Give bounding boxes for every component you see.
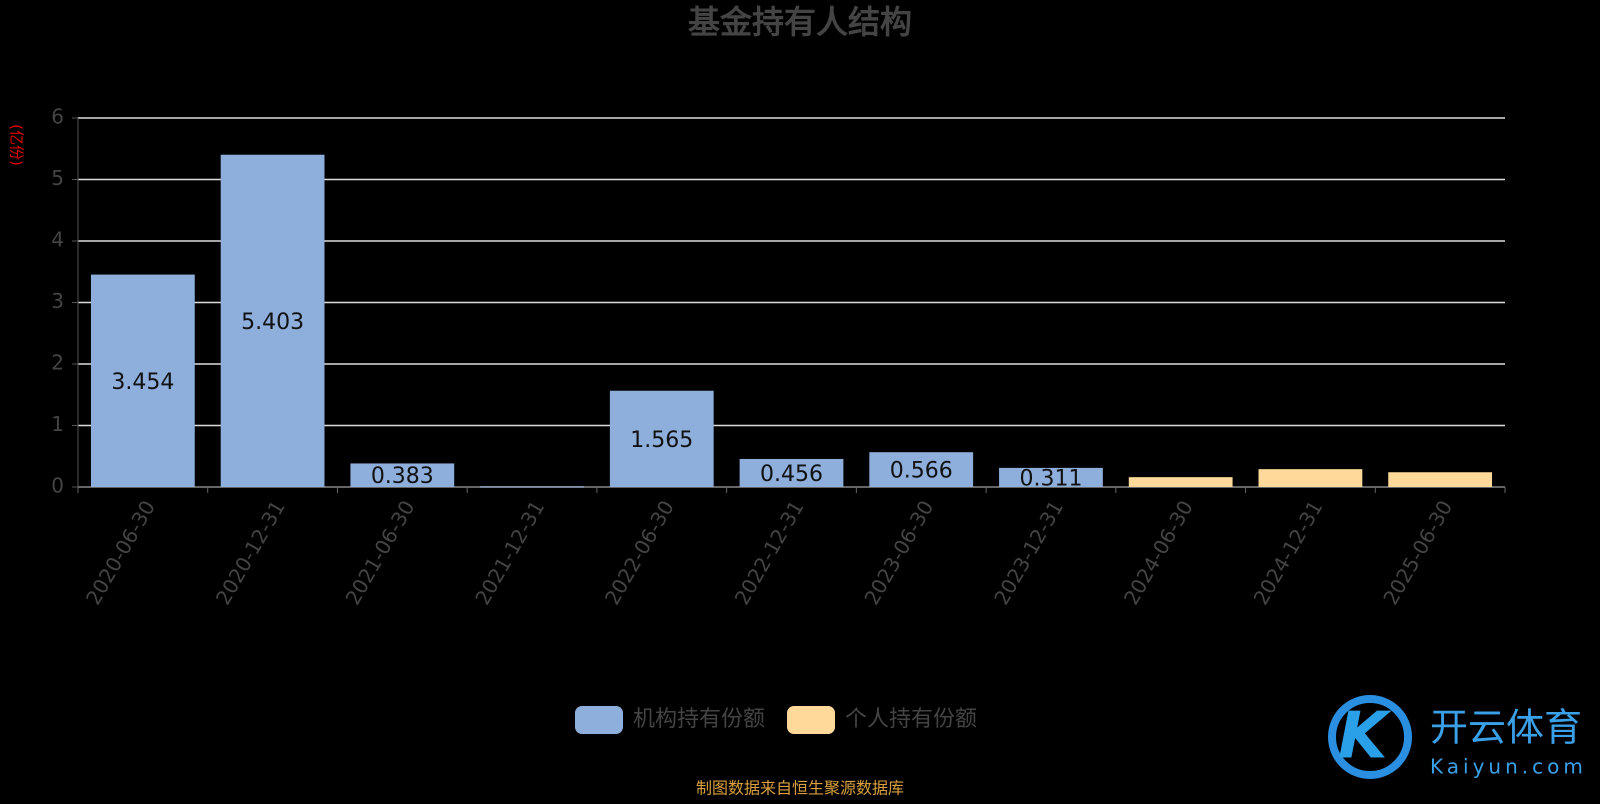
bar (609, 390, 714, 487)
x-tick-label: 2024-06-30 (1119, 496, 1198, 609)
logo-k: K (1338, 700, 1392, 774)
x-tick-label: 2022-06-30 (600, 496, 679, 609)
legend-swatch (575, 706, 623, 734)
y-tick-label: 0 (51, 474, 64, 498)
y-tick-label: 3 (51, 289, 64, 313)
x-tick-label: 2020-12-31 (211, 496, 290, 609)
y-tick-label: 6 (51, 105, 64, 129)
x-tick-label: 2025-06-30 (1378, 496, 1457, 609)
data-label: 5.403 (241, 310, 304, 335)
x-tick-label: 2023-06-30 (859, 496, 938, 609)
data-label: 3.454 (111, 370, 174, 395)
bar (1388, 472, 1493, 487)
bar (1128, 477, 1233, 487)
data-label: 0.566 (890, 459, 953, 484)
bar (739, 458, 844, 487)
legend-swatch (787, 706, 836, 734)
bar (220, 154, 325, 487)
x-tick-label: 2020-06-30 (81, 496, 160, 609)
y-axis-label: (亿份) (8, 124, 26, 166)
x-tick-label: 2022-12-31 (730, 496, 809, 609)
x-tick-label: 2021-12-31 (470, 496, 549, 609)
source-note: 制图数据来自恒生聚源数据库 (696, 779, 904, 798)
data-label: 0.456 (760, 462, 823, 487)
bar (90, 274, 195, 487)
data-label: 0.383 (371, 464, 434, 489)
bar (869, 452, 974, 487)
logo-ring (1328, 695, 1412, 779)
legend-label: 机构持有份额 (633, 707, 765, 732)
data-label: 1.565 (630, 428, 693, 453)
watermark-name: 开云体育 (1430, 706, 1582, 750)
y-tick-label: 5 (51, 166, 64, 190)
data-label: 0.311 (1019, 466, 1082, 491)
watermark: K 开云体育 Kaiyun.com (1328, 695, 1587, 779)
y-tick-label: 1 (51, 412, 64, 436)
chart-title: 基金持有人结构 (688, 3, 912, 41)
y-tick-label: 2 (51, 351, 64, 375)
x-tick-label: 2021-06-30 (341, 496, 420, 609)
x-tick-label: 2023-12-31 (989, 496, 1068, 609)
legend-label: 个人持有份额 (845, 707, 977, 732)
watermark-url: Kaiyun.com (1430, 755, 1587, 779)
bar (480, 486, 584, 488)
bar (350, 463, 455, 487)
bar (1258, 469, 1363, 487)
y-tick-label: 4 (51, 228, 64, 252)
x-tick-label: 2024-12-31 (1249, 496, 1328, 609)
bar (999, 467, 1103, 487)
